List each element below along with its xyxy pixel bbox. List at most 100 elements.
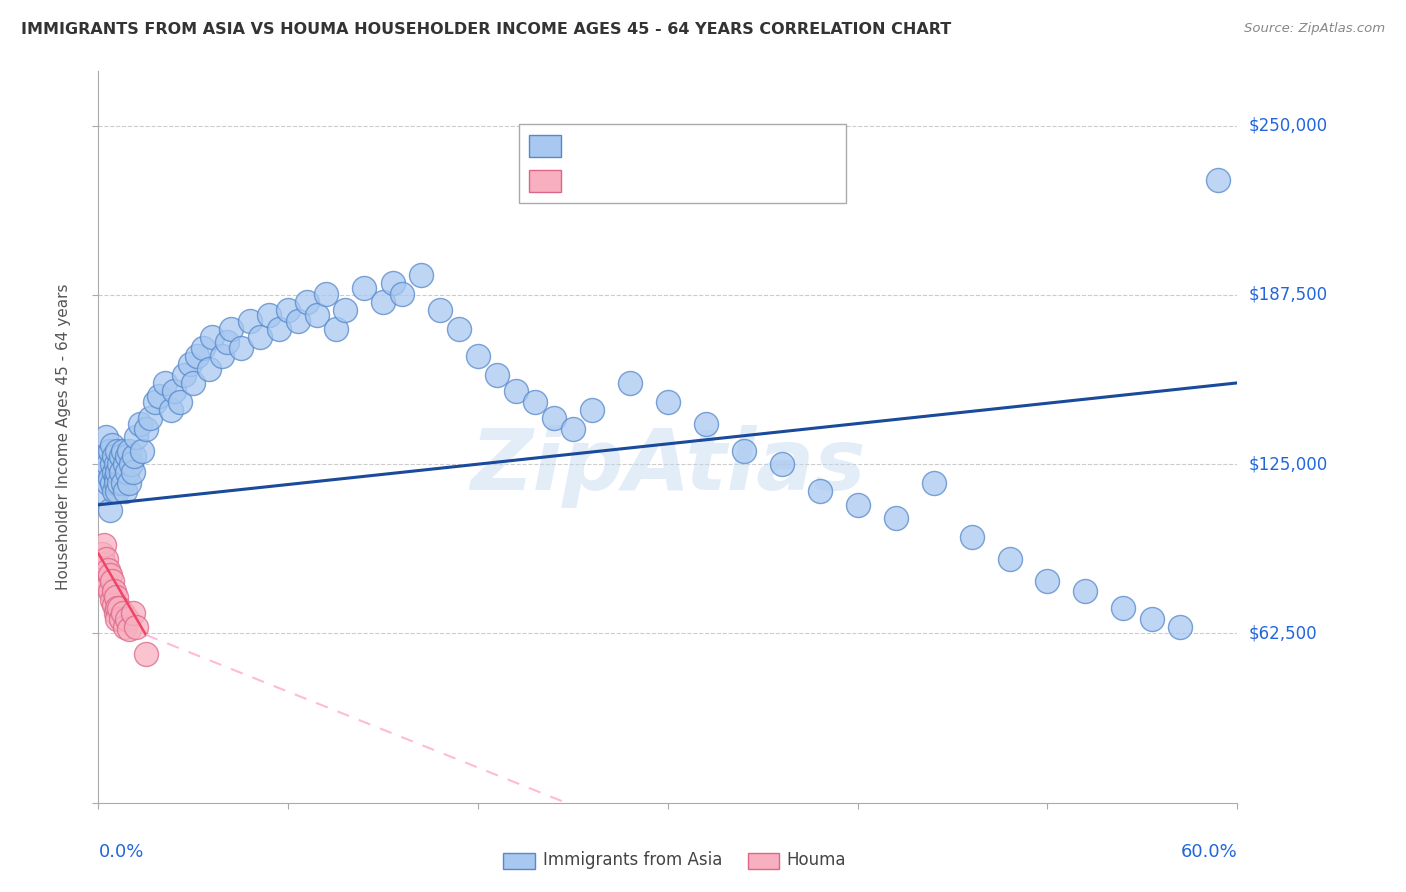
Point xyxy=(100,574,122,588)
Point xyxy=(104,476,127,491)
Point xyxy=(221,322,243,336)
Point xyxy=(107,600,129,615)
Point xyxy=(115,449,138,463)
Point xyxy=(98,443,121,458)
Point xyxy=(93,538,115,552)
Point xyxy=(148,389,170,403)
Point xyxy=(108,457,131,471)
Point xyxy=(112,606,135,620)
Point xyxy=(107,443,129,458)
Text: N =: N = xyxy=(662,172,703,190)
Point xyxy=(186,349,208,363)
Point xyxy=(211,349,233,363)
Point xyxy=(353,281,375,295)
Point xyxy=(107,465,129,479)
Point xyxy=(112,443,135,458)
Point xyxy=(467,349,489,363)
Point xyxy=(104,457,127,471)
Point xyxy=(115,611,138,625)
Text: -0.441: -0.441 xyxy=(606,172,664,190)
FancyBboxPatch shape xyxy=(748,853,779,869)
Point xyxy=(93,558,115,572)
Text: 26: 26 xyxy=(728,172,751,190)
Point xyxy=(98,471,121,485)
Text: N =: N = xyxy=(662,137,703,155)
Y-axis label: Householder Income Ages 45 - 64 years: Householder Income Ages 45 - 64 years xyxy=(56,284,72,591)
Point xyxy=(287,313,309,327)
Point xyxy=(619,376,641,390)
Point xyxy=(97,457,120,471)
Point xyxy=(138,411,160,425)
Point xyxy=(103,598,125,612)
Point xyxy=(1074,584,1097,599)
Text: R =: R = xyxy=(571,137,610,155)
Point xyxy=(118,476,141,491)
Point xyxy=(335,302,357,317)
Point xyxy=(259,308,281,322)
Point xyxy=(1036,574,1059,588)
Point xyxy=(91,547,114,561)
Text: $187,500: $187,500 xyxy=(1249,285,1327,304)
Point xyxy=(110,611,132,625)
Point xyxy=(104,471,127,485)
Point xyxy=(114,620,136,634)
Point xyxy=(267,322,290,336)
Point xyxy=(98,568,121,582)
Point xyxy=(1112,600,1135,615)
Point xyxy=(94,430,117,444)
Point xyxy=(1170,620,1192,634)
Point xyxy=(411,268,433,282)
Point xyxy=(163,384,186,398)
Point xyxy=(808,484,831,499)
Text: 100: 100 xyxy=(728,137,762,155)
Point xyxy=(125,620,148,634)
Point xyxy=(305,308,328,322)
Point xyxy=(100,438,122,452)
Point xyxy=(381,276,404,290)
Text: 0.0%: 0.0% xyxy=(98,843,143,861)
Point xyxy=(562,422,585,436)
Text: 0.288: 0.288 xyxy=(609,137,661,155)
Point xyxy=(100,476,122,491)
Point xyxy=(121,465,143,479)
Point xyxy=(125,430,148,444)
Point xyxy=(103,449,125,463)
Point xyxy=(486,368,509,382)
Point xyxy=(391,286,413,301)
Point xyxy=(120,457,142,471)
Point xyxy=(94,552,117,566)
Point xyxy=(118,623,141,637)
Point xyxy=(97,579,120,593)
Point xyxy=(173,368,195,382)
Point xyxy=(922,476,945,491)
Point xyxy=(108,476,131,491)
Text: $250,000: $250,000 xyxy=(1249,117,1327,135)
Point xyxy=(115,465,138,479)
Point xyxy=(1140,611,1163,625)
Point xyxy=(695,417,717,431)
Point xyxy=(110,449,132,463)
Point xyxy=(429,302,451,317)
Point xyxy=(505,384,527,398)
Point xyxy=(91,484,114,499)
Point xyxy=(770,457,793,471)
Point xyxy=(191,341,214,355)
Point xyxy=(135,647,157,661)
Point xyxy=(97,563,120,577)
Text: ZipAtlas: ZipAtlas xyxy=(470,425,866,508)
Text: Houma: Houma xyxy=(786,851,846,869)
Point xyxy=(524,395,547,409)
Point xyxy=(179,357,201,371)
Point xyxy=(100,592,122,607)
Point xyxy=(107,484,129,499)
Point xyxy=(449,322,471,336)
Point xyxy=(98,584,121,599)
Point xyxy=(118,443,141,458)
Point xyxy=(657,395,679,409)
Point xyxy=(124,449,146,463)
Point xyxy=(169,395,191,409)
Point xyxy=(114,484,136,499)
Point xyxy=(108,600,131,615)
Point xyxy=(103,484,125,499)
Point xyxy=(183,376,205,390)
